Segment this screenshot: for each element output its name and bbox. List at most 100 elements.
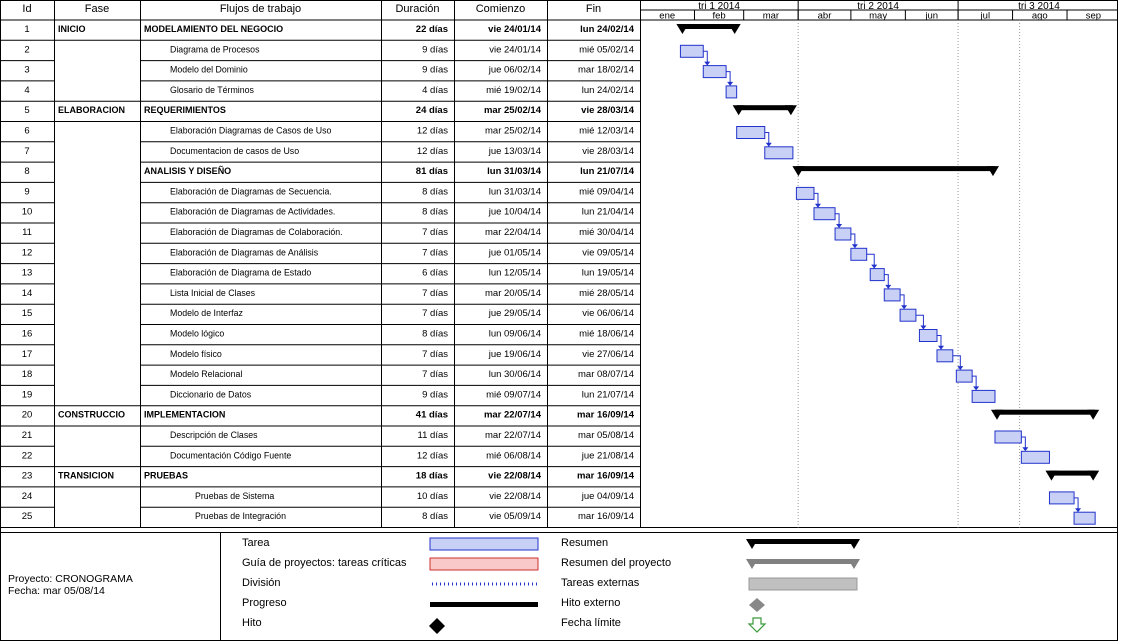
dependency-arrow [900,294,905,307]
cell-start: mar 22/07/14 [484,410,542,421]
cell-fase: TRANSICION [58,471,114,481]
cell-task: IMPLEMENTACION [144,410,225,420]
legend-label-right: Resumen del proyecto [561,557,671,569]
cell-duration: 8 días [422,207,448,218]
column-header-fin: Fin [586,3,601,15]
cell-id: 4 [24,85,29,96]
cell-duration: 7 días [422,308,448,319]
cell-task: Modelo del Dominio [170,65,248,75]
summary-bar [1049,470,1096,476]
cell-duration: 7 días [422,227,448,238]
cell-end: mié 18/06/14 [579,329,634,340]
month-label: sep [1086,11,1101,22]
cell-end: mar 18/02/14 [578,65,634,76]
cell-id: 25 [22,511,33,522]
dependency-arrow [703,50,708,63]
legend-project-summary-cap [848,559,860,569]
cell-task: Documentacion de casos de Uso [170,146,299,156]
month-label: jul [980,11,991,22]
legend-external-sample [748,577,858,591]
dependency-arrow-head [727,81,734,86]
cell-start: lun 30/06/14 [489,369,541,380]
summary-bar [994,409,1096,415]
legend-external-milestone-sample [749,598,765,612]
cell-id: 14 [22,288,33,299]
cell-task: Modelo lógico [170,329,224,339]
dependency-arrow-head [704,61,711,66]
cell-end: mar 16/09/14 [577,471,635,482]
cell-id: 22 [22,450,33,461]
column-header-comienzo: Comienzo [476,3,526,15]
cell-id: 6 [24,126,29,137]
task-bar [918,329,938,342]
task-bar [869,268,885,282]
dependency-arrow [884,274,889,286]
summary-start-cap [990,409,1003,420]
dependency-arrow-head [765,142,772,147]
cell-task: Pruebas de Integración [195,511,286,521]
cell-duration: 9 días [422,65,448,76]
dependency-arrow [972,375,977,388]
cell-end: lun 24/02/14 [582,85,634,96]
task-bar [1048,491,1075,505]
cell-id: 20 [22,410,33,421]
month-label: mar [763,11,779,22]
cell-start: mar 22/04/14 [485,227,541,238]
cell-end: mié 09/04/14 [579,186,634,197]
cell-duration: 7 días [422,369,448,380]
dependency-arrow-head [937,345,944,350]
cell-task: Elaboración de Diagramas de Secuencia. [170,186,332,196]
summary-bar [680,24,737,29]
dependency-arrow [1021,436,1026,449]
legend-label-left: Progreso [242,597,287,609]
cell-id: 12 [22,247,33,258]
cell-duration: 22 días [416,24,448,35]
cell-start: jue 10/04/14 [488,207,541,218]
task-bar [899,308,917,322]
summary-bar [736,105,793,111]
task-bar [725,85,738,99]
cell-start: vie 22/08/14 [489,491,541,502]
summary-start-cap [732,105,745,116]
legend-summary-cap [746,539,758,549]
cell-task: Elaboración de Diagramas de Colaboración… [170,227,343,237]
task-bar [736,126,766,139]
cell-duration: 81 días [416,166,448,177]
task-bar [813,207,836,221]
month-label: abr [818,11,832,22]
cell-end: lun 21/04/14 [582,207,634,218]
cell-task: Elaboración de Diagramas de Análisis [170,247,319,257]
month-label: feb [712,11,725,22]
task-bar [702,65,727,79]
legend-label-right: Hito externo [561,597,620,609]
summary-bar [796,166,995,172]
legend-label-right: Resumen [561,537,608,549]
cell-end: vie 28/03/14 [582,146,634,157]
legend-summary-sample [750,539,856,544]
cell-start: mar 22/07/14 [485,430,541,441]
legend-label-right: Tareas externas [561,577,640,589]
dependency-arrow-head [871,264,878,269]
cell-end: mié 28/05/14 [579,288,634,299]
task-bar [764,146,794,160]
cell-duration: 9 días [422,389,448,400]
task-bar [971,389,996,403]
task-bar [850,247,868,261]
cell-duration: 8 días [422,186,448,197]
cell-start: mar 25/02/14 [485,126,541,137]
dependency-arrow-head [901,305,908,310]
legend-project-summary-cap [746,559,758,569]
month-label: jun [924,11,938,22]
cell-duration: 8 días [422,329,448,340]
dependency-arrow-head [920,325,927,330]
summary-end-cap [1087,470,1100,481]
cell-end: mar 08/07/14 [578,369,634,380]
gantt-bars [676,24,1100,525]
summary-start-cap [792,166,805,177]
month-label: ene [659,11,675,22]
cell-end: lun 21/07/14 [580,166,635,177]
dependency-arrow-head [973,386,980,391]
cell-start: jue 06/02/14 [488,65,541,76]
